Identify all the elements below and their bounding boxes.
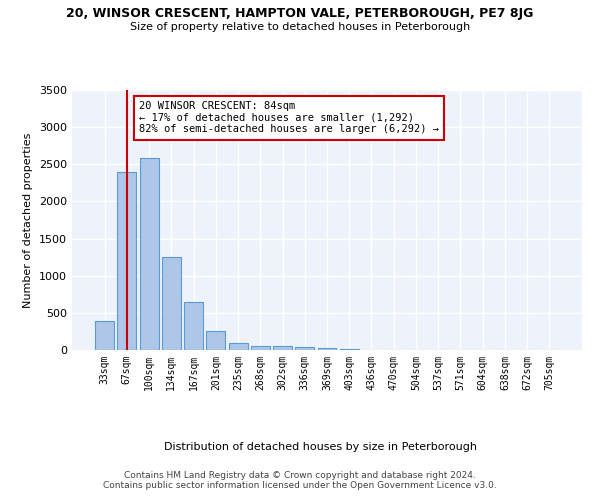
Bar xyxy=(317,348,337,350)
Bar xyxy=(295,346,314,350)
Text: 20, WINSOR CRESCENT, HAMPTON VALE, PETERBOROUGH, PE7 8JG: 20, WINSOR CRESCENT, HAMPTON VALE, PETER… xyxy=(67,8,533,20)
Bar xyxy=(118,172,136,350)
Text: Distribution of detached houses by size in Peterborough: Distribution of detached houses by size … xyxy=(164,442,478,452)
Bar xyxy=(206,331,225,350)
Bar xyxy=(95,321,114,350)
Bar xyxy=(162,257,181,350)
Y-axis label: Number of detached properties: Number of detached properties xyxy=(23,132,34,308)
Bar xyxy=(273,346,292,350)
Text: 20 WINSOR CRESCENT: 84sqm
← 17% of detached houses are smaller (1,292)
82% of se: 20 WINSOR CRESCENT: 84sqm ← 17% of detac… xyxy=(139,101,439,134)
Bar xyxy=(184,302,203,350)
Text: Contains HM Land Registry data © Crown copyright and database right 2024.
Contai: Contains HM Land Registry data © Crown c… xyxy=(103,470,497,490)
Bar xyxy=(251,346,270,350)
Bar xyxy=(140,158,158,350)
Text: Size of property relative to detached houses in Peterborough: Size of property relative to detached ho… xyxy=(130,22,470,32)
Bar xyxy=(229,344,248,350)
